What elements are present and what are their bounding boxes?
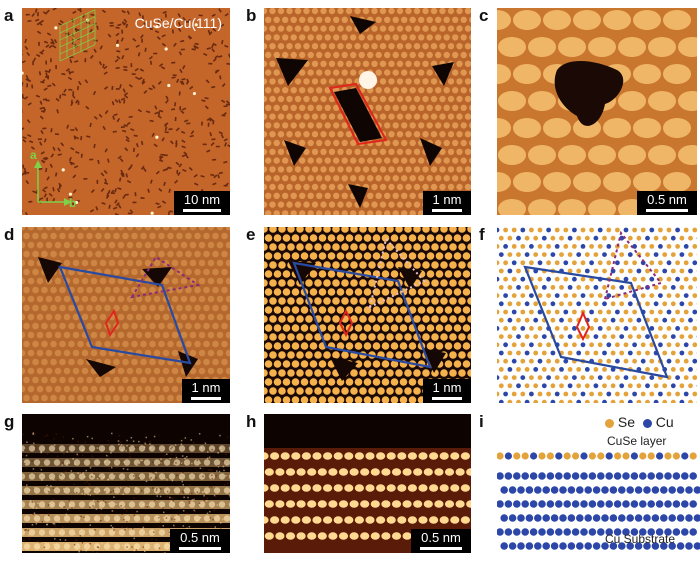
panel-label-d: d — [4, 225, 15, 244]
cu-substrate-label: Cu Substrate — [605, 532, 676, 546]
panel-label-h: h — [246, 412, 257, 431]
scale-bar-h: 0.5 nm — [411, 529, 471, 553]
panel-label-g: g — [4, 412, 15, 431]
scale-bar-e: 1 nm — [423, 379, 471, 403]
panel-a-title: CuSe/Cu(111) — [134, 15, 222, 31]
scale-bar-d: 1 nm — [182, 379, 230, 403]
panel-i-side-view-model: Se Cu CuSe layer Cu Substrate — [497, 414, 700, 563]
scale-bar-g: 0.5 nm — [170, 529, 230, 553]
legend-se: Se — [617, 414, 636, 430]
panel-label-f: f — [479, 225, 485, 244]
panel-label-e: e — [246, 225, 256, 244]
panel-h-simulated-cross-section: 0.5 nm — [264, 414, 471, 553]
panel-e-stm-image: 1 nm — [264, 227, 471, 403]
panel-g-stm-cross-section: 0.5 nm — [22, 414, 230, 553]
se-atom-icon — [605, 418, 614, 428]
panel-b-stm-image: 1 nm — [264, 8, 471, 215]
panel-label-c: c — [479, 6, 489, 25]
legend-cu: Cu — [655, 414, 674, 430]
legend: Se Cu — [605, 414, 674, 430]
panel-a-stm-image: CuSe/Cu(111) a b 10 nm — [22, 8, 230, 215]
panel-d-stm-image: 1 nm — [22, 227, 230, 403]
panel-label-i: i — [479, 412, 484, 431]
panel-label-b: b — [246, 6, 257, 25]
cu-atom-icon — [642, 418, 652, 428]
cuse-layer-label: CuSe layer — [607, 434, 667, 448]
panel-c-stm-image: 0.5 nm — [497, 8, 697, 215]
axis-a-label: a — [30, 148, 37, 162]
panel-label-a: a — [4, 6, 14, 25]
scale-bar-b: 1 nm — [423, 191, 471, 215]
scale-bar-a: 10 nm — [174, 191, 230, 215]
axis-b-label: b — [69, 196, 77, 210]
panel-f-atomic-model — [497, 227, 697, 403]
scale-bar-c: 0.5 nm — [637, 191, 697, 215]
